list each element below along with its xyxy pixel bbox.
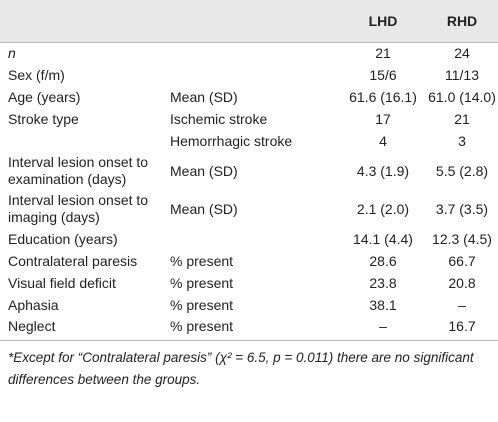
table-cell: Mean (SD) (170, 88, 238, 105)
table-cell: Neglect (8, 318, 56, 334)
table-cell: 28.6 (369, 252, 397, 269)
table-row: Hemorrhagic stroke 4 3 (0, 130, 498, 152)
table-cell: 4 (379, 132, 387, 149)
table-row: Education (years) 14.1 (4.4) 12.3 (4.5) (0, 228, 498, 250)
table-cell: Education (years) (8, 230, 118, 247)
table-cell: 5.5 (2.8) (435, 162, 489, 179)
table-row: n 21 24 (0, 42, 498, 64)
table-cell: 15/6 (369, 66, 397, 83)
table-row: Sex (f/m) 15/6 11/13 (0, 64, 498, 86)
table-cell: Aphasia (8, 296, 59, 313)
table-cell (170, 64, 340, 86)
table-cell: – (458, 296, 466, 313)
table-cell: % present (170, 274, 234, 291)
table-cell: 61.0 (14.0) (428, 88, 496, 105)
header-row: LHD RHD (0, 0, 498, 42)
table-row: Age (years) Mean (SD) 61.6 (16.1) 61.0 (14.… (0, 86, 498, 108)
table-cell: 24 (454, 44, 470, 61)
table-row: Contralateral paresis % present 28.6 66.7 (0, 250, 498, 272)
header-cell (0, 0, 170, 42)
table-cell: 16.7 (448, 318, 476, 334)
table-cell: 38.1 (369, 296, 397, 313)
table-cell: Mean (SD) (170, 200, 238, 217)
data-table: LHD RHD n 21 24 Sex (f/m) 15/6 11/13 Age (year… (0, 0, 498, 340)
table-cell: 2.1 (2.0) (356, 200, 410, 217)
table-body: n 21 24 Sex (f/m) 15/6 11/13 Age (years) Mean (… (0, 42, 498, 340)
table-row: Stroke type Ischemic stroke 17 21 (0, 108, 498, 130)
table-cell: 66.7 (448, 252, 476, 269)
table-cell: % present (170, 318, 234, 334)
table-row: Interval lesion onset to examination (da… (0, 152, 498, 190)
table-cell: 11/13 (445, 66, 479, 83)
table-row: Neglect % present – 16.7 (0, 316, 498, 340)
table-cell: 14.1 (4.4) (353, 230, 413, 247)
table-cell: Stroke type (8, 110, 79, 127)
table-cell: 3.7 (3.5) (435, 200, 489, 217)
table-row: Visual field deficit % present 23.8 20.8 (0, 272, 498, 294)
table-cell: Hemorrhagic stroke (170, 132, 293, 149)
table-cell: 61.6 (16.1) (349, 88, 417, 105)
table-cell: 20.8 (448, 274, 476, 291)
table-cell: – (379, 318, 387, 334)
table-cell: 12.3 (4.5) (432, 230, 492, 247)
table-cell: % present (170, 296, 234, 313)
table-cell: Mean (SD) (170, 162, 238, 179)
header-cell (170, 0, 340, 42)
footnote: *Except for “Contralateral paresis” (χ² … (0, 340, 498, 397)
table-cell: n (8, 44, 16, 61)
table-row: Interval lesion onset to imaging (days) M… (0, 190, 498, 228)
table-cell: Visual field deficit (8, 274, 116, 291)
table-cell: 17 (375, 110, 391, 127)
table-cell: Age (years) (8, 88, 81, 105)
table-cell: 3 (458, 132, 466, 149)
table-cell (170, 42, 340, 64)
table-row: Aphasia % present 38.1 – (0, 294, 498, 316)
table-cell (170, 228, 340, 250)
table-cell: Sex (f/m) (8, 66, 65, 83)
table-cell: 23.8 (369, 274, 397, 291)
table-cell: Interval lesion onset to imaging (days) (8, 192, 149, 225)
header-cell: LHD (368, 12, 398, 29)
table-cell: 21 (375, 44, 391, 61)
header-cell: RHD (446, 12, 478, 29)
table-cell: 4.3 (1.9) (356, 162, 410, 179)
table-cell: Interval lesion onset to examination (da… (8, 154, 149, 187)
table-cell: Ischemic stroke (170, 110, 268, 127)
table-header: LHD RHD (0, 0, 498, 42)
table-cell: % present (170, 252, 234, 269)
table-cell (0, 130, 170, 152)
table-cell: Contralateral paresis (8, 252, 138, 269)
table-cell: 21 (454, 110, 470, 127)
